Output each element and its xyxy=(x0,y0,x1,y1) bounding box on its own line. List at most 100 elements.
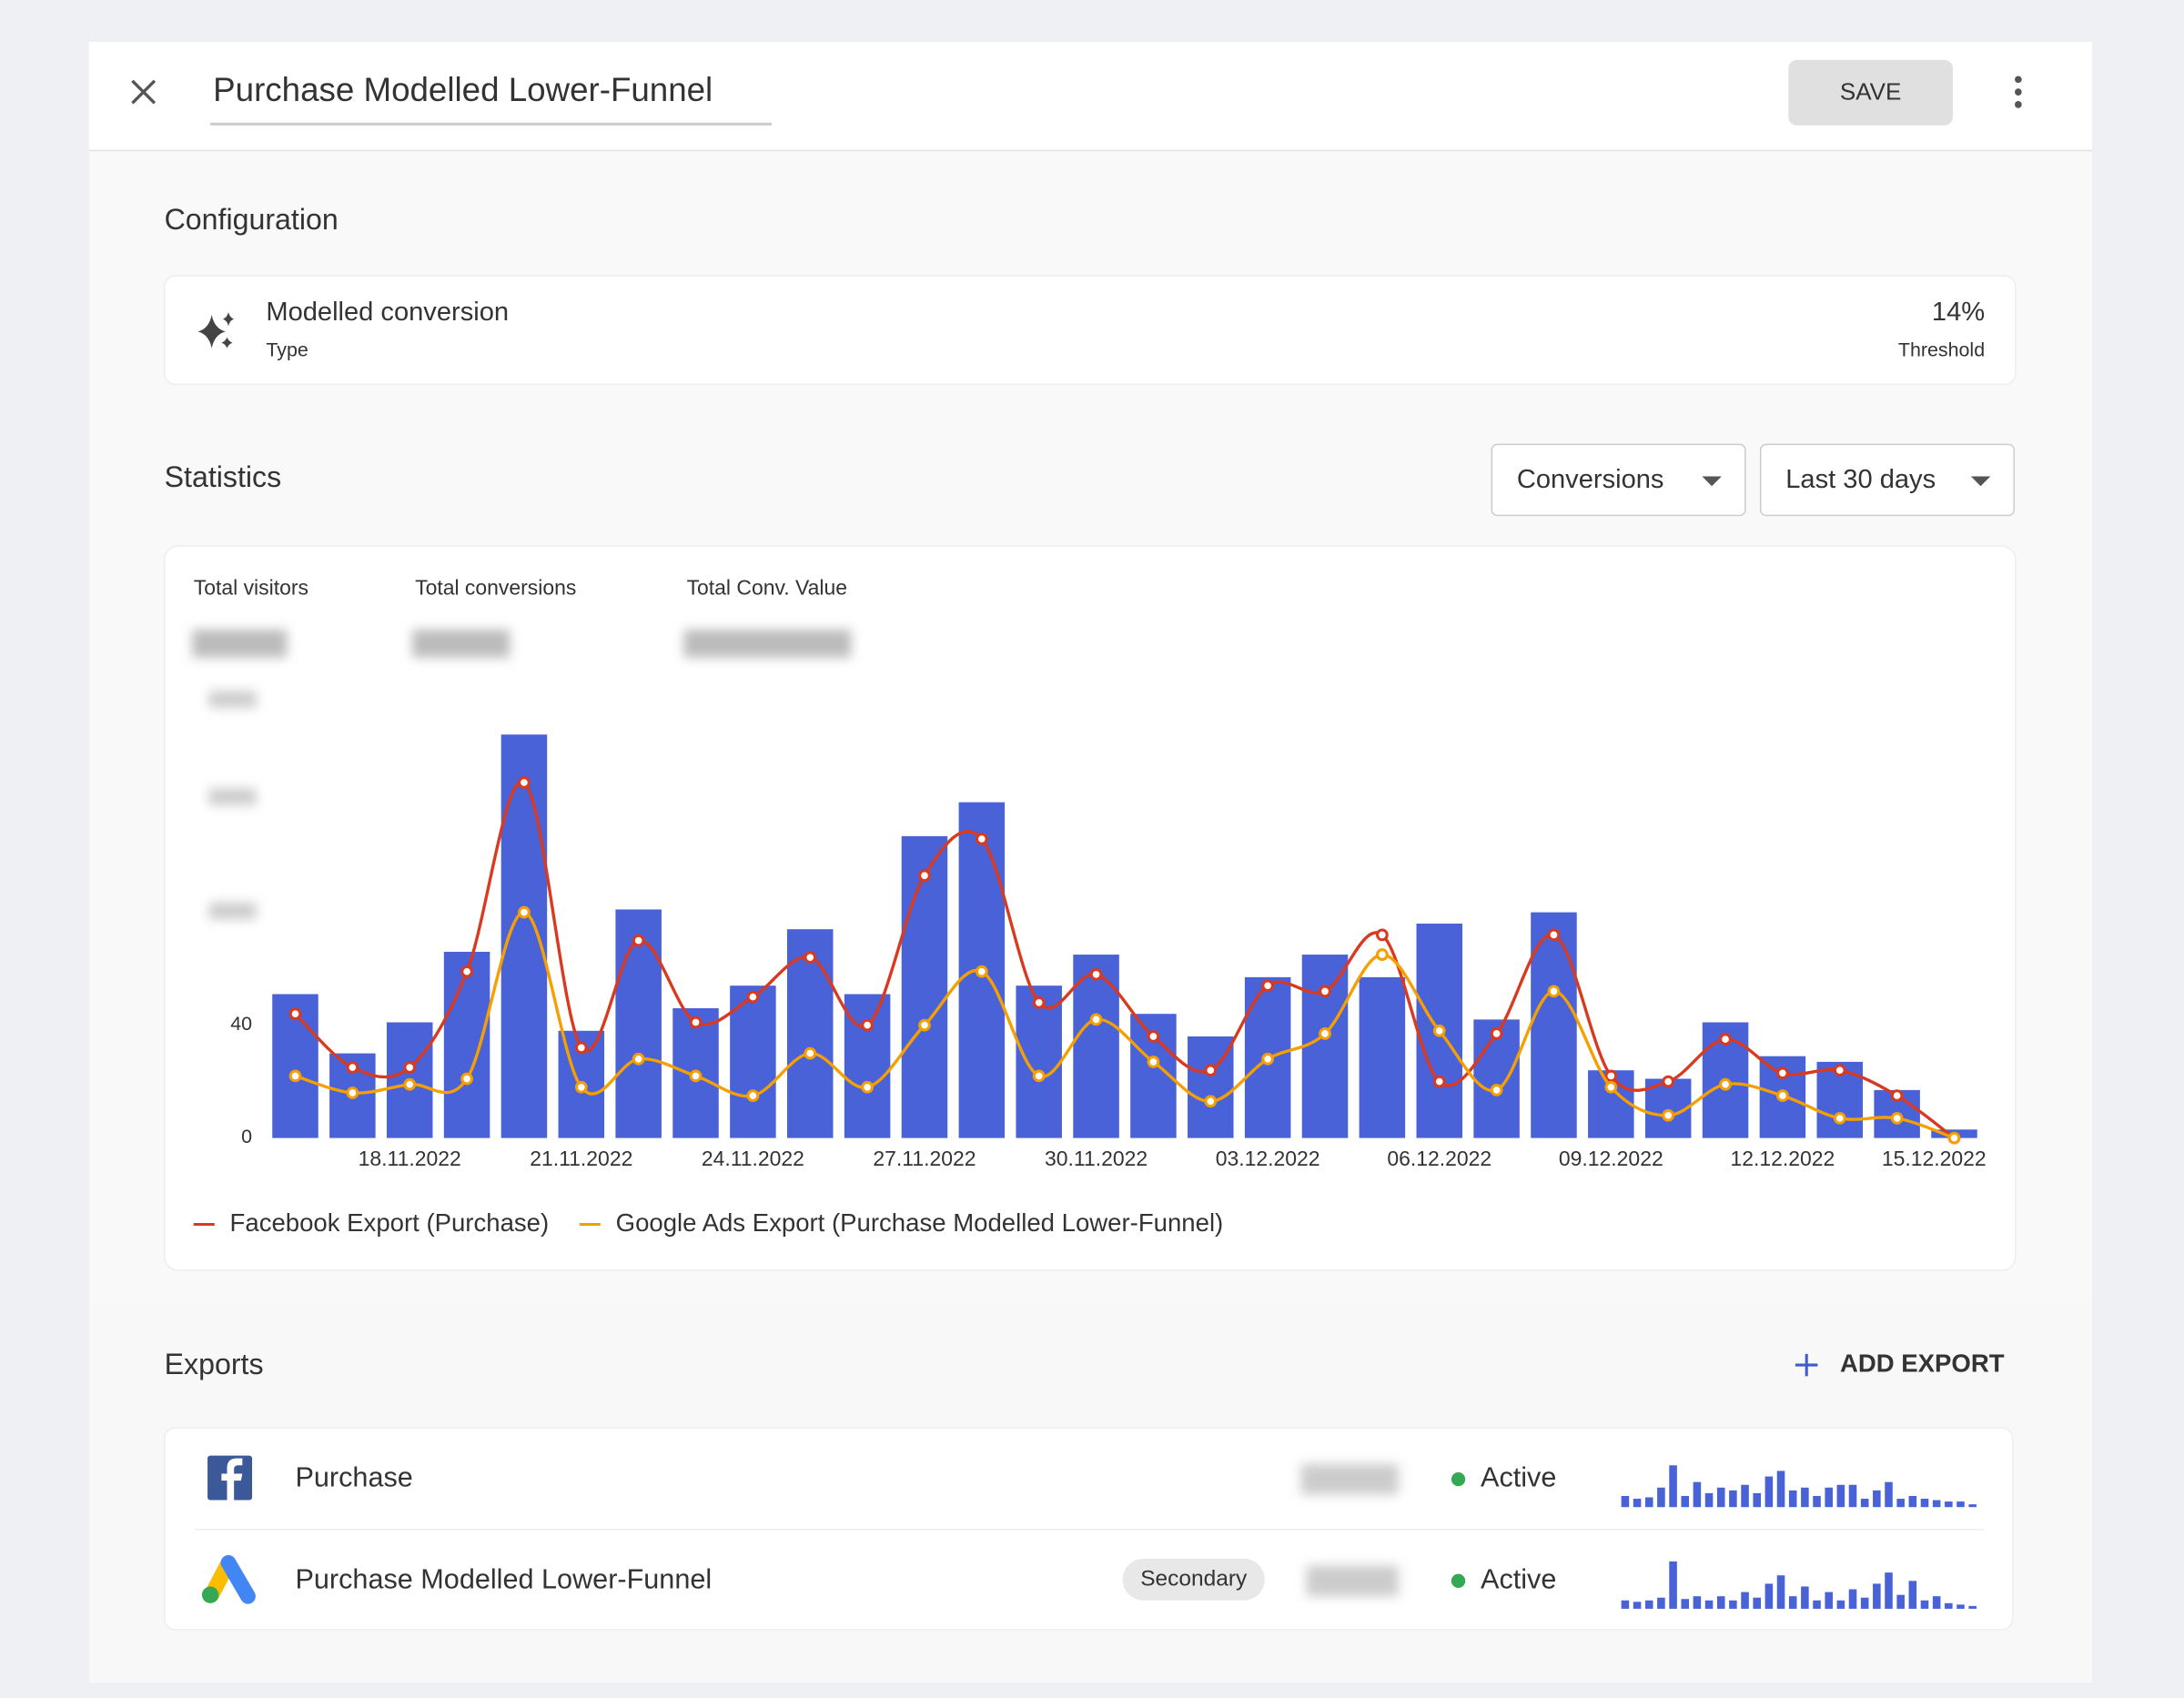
spark-bar xyxy=(1860,1499,1869,1508)
spark-bar xyxy=(1908,1581,1917,1609)
config-card xyxy=(163,275,2017,386)
threshold-label: Threshold xyxy=(1898,339,1985,360)
spark-bar xyxy=(1633,1499,1642,1508)
spark-bar xyxy=(1932,1596,1941,1609)
spark-bar xyxy=(1621,1600,1630,1609)
point xyxy=(1089,1013,1103,1026)
section-heading: Configuration xyxy=(165,203,339,236)
spark-bar xyxy=(1801,1487,1809,1508)
point xyxy=(1261,1052,1275,1066)
blurred-rates xyxy=(1300,1463,1399,1597)
point xyxy=(861,1018,875,1032)
blurred-ticks xyxy=(208,691,257,920)
legend-label: Facebook Export (Purchase) xyxy=(230,1208,550,1237)
line xyxy=(294,780,1956,1139)
sparkle-icon xyxy=(197,311,235,349)
point xyxy=(689,1069,703,1083)
chart: 0 40 18.11.2022 21.11.2022 24.11.2022 27.11.2… xyxy=(193,734,1987,1237)
spark-bar xyxy=(1836,1484,1845,1508)
y-tick-label: 0 xyxy=(241,1126,252,1147)
x-tick-label: 06.12.2022 xyxy=(1387,1147,1491,1170)
range-select[interactable] xyxy=(1759,443,2016,517)
point xyxy=(1490,1084,1503,1097)
dropdown-arrow xyxy=(1702,476,1722,487)
point xyxy=(1547,985,1561,998)
x-tick-label: 24.11.2022 xyxy=(702,1147,804,1170)
point xyxy=(574,1080,588,1094)
header xyxy=(88,42,2092,151)
point xyxy=(1204,1064,1218,1077)
point xyxy=(1890,1112,1904,1125)
spark-bar xyxy=(1716,1596,1725,1609)
plus-icon xyxy=(1795,1353,1818,1377)
kpi-label: Total Conv. Value xyxy=(687,576,847,600)
spark-bar xyxy=(1693,1596,1702,1609)
point xyxy=(403,1061,417,1074)
tag xyxy=(1122,1558,1265,1601)
title: Purchase Modelled Lower-Funnel xyxy=(213,71,713,108)
point xyxy=(460,1072,473,1086)
spark-bar xyxy=(1776,1575,1785,1609)
range-select-label: Last 30 days xyxy=(1785,465,1936,494)
point xyxy=(632,1052,645,1066)
bar xyxy=(1016,985,1062,1138)
bar xyxy=(615,909,662,1138)
bar xyxy=(786,929,834,1138)
type-label: Type xyxy=(266,339,308,360)
point xyxy=(804,951,817,965)
point xyxy=(746,1089,760,1102)
spark-bar xyxy=(1741,1592,1749,1609)
spark-bar xyxy=(1873,1490,1881,1508)
point xyxy=(1375,928,1389,942)
point xyxy=(975,965,988,978)
spark-bar xyxy=(1657,1597,1665,1609)
export-name: Purchase Modelled Lower-Funnel xyxy=(295,1563,712,1594)
add-export[interactable]: ADD EXPORT xyxy=(1840,1349,2005,1377)
point xyxy=(346,1061,359,1074)
spark-bar xyxy=(1764,1583,1774,1609)
spark-bar xyxy=(1704,1600,1714,1609)
spark-bar xyxy=(1764,1476,1774,1508)
bar xyxy=(1644,1078,1692,1138)
point xyxy=(1147,1030,1160,1043)
spark-bar xyxy=(1693,1481,1702,1508)
close-icon[interactable] xyxy=(131,79,157,105)
bar xyxy=(730,985,776,1138)
point xyxy=(1833,1112,1846,1125)
dropdown-arrow xyxy=(1970,476,1991,487)
spark-bar xyxy=(1621,1495,1630,1508)
point xyxy=(288,1007,302,1021)
status: Active xyxy=(1481,1563,1556,1594)
spark-bar xyxy=(1956,1604,1965,1609)
spark-bar xyxy=(1932,1500,1941,1508)
facebook-f xyxy=(221,1458,243,1501)
point xyxy=(918,869,931,883)
point xyxy=(1776,1066,1789,1080)
point xyxy=(689,1016,703,1029)
metric-select[interactable] xyxy=(1491,443,1746,517)
point xyxy=(403,1077,417,1091)
legend-label: Google Ads Export (Purchase Modelled Low… xyxy=(616,1208,1224,1237)
spark-bar xyxy=(1644,1600,1653,1609)
kpi-label: Total visitors xyxy=(194,576,308,600)
sparklines xyxy=(1621,1465,1977,1609)
x-tick-label: 30.11.2022 xyxy=(1045,1147,1148,1170)
spark-bar xyxy=(1753,1492,1761,1508)
point xyxy=(1547,928,1561,942)
bar xyxy=(844,994,891,1138)
point xyxy=(1604,1080,1618,1094)
point xyxy=(1375,948,1389,961)
spark-bar xyxy=(1669,1561,1677,1609)
spark-bar xyxy=(1644,1497,1653,1508)
point xyxy=(975,833,988,845)
spark-bar xyxy=(1908,1495,1917,1508)
blurred-kpis xyxy=(192,629,852,658)
point xyxy=(1032,1069,1046,1083)
point xyxy=(460,965,473,978)
save-button[interactable] xyxy=(1788,59,1953,126)
more-icon[interactable] xyxy=(2015,76,2022,108)
status-dot xyxy=(1451,1471,1466,1487)
point xyxy=(1432,1024,1446,1037)
